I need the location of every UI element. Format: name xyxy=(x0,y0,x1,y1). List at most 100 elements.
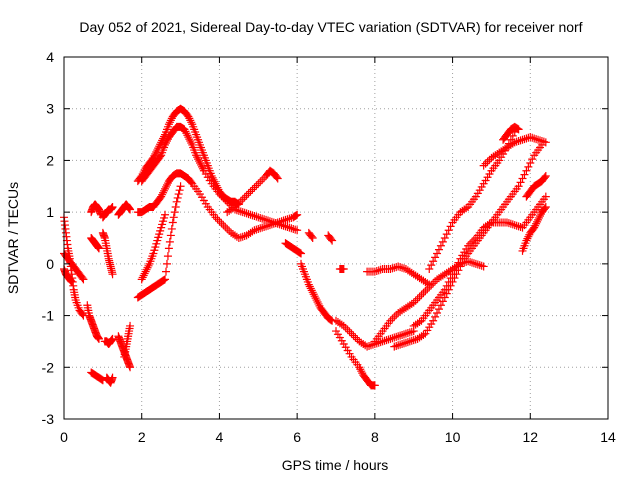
data-point xyxy=(170,208,179,217)
data-point xyxy=(273,174,282,183)
data-point xyxy=(405,328,414,337)
data-point xyxy=(187,118,196,127)
data-point xyxy=(260,223,269,232)
data-point xyxy=(307,286,316,295)
data-point xyxy=(184,112,193,121)
data-point xyxy=(390,312,399,321)
data-point xyxy=(262,215,271,224)
data-point xyxy=(479,161,488,170)
data-point xyxy=(398,340,407,349)
data-point xyxy=(182,129,191,138)
series-AG xyxy=(479,133,550,170)
data-point xyxy=(421,287,430,296)
data-point xyxy=(532,219,541,228)
data-point xyxy=(534,215,543,224)
data-point xyxy=(477,261,486,270)
data-point xyxy=(427,261,436,270)
data-point xyxy=(275,220,284,229)
data-point xyxy=(356,365,365,374)
data-point xyxy=(434,245,443,254)
data-point xyxy=(246,210,255,219)
data-point xyxy=(539,137,548,146)
x-tick-label: 4 xyxy=(216,429,224,445)
data-point xyxy=(423,285,432,294)
data-point xyxy=(446,274,455,283)
data-point xyxy=(357,367,366,376)
data-point xyxy=(429,257,438,266)
data-point xyxy=(252,181,261,190)
data-point xyxy=(295,248,304,257)
data-point xyxy=(442,281,451,290)
data-point xyxy=(254,224,263,233)
data-point xyxy=(481,159,490,168)
data-point xyxy=(213,215,222,224)
data-point xyxy=(207,171,216,180)
data-point xyxy=(339,321,348,330)
data-point xyxy=(175,186,184,195)
x-tick-label: 6 xyxy=(293,429,301,445)
data-point xyxy=(252,225,261,234)
data-point xyxy=(156,152,165,161)
data-point xyxy=(297,249,306,258)
data-point xyxy=(468,258,476,267)
data-point xyxy=(514,125,523,134)
data-point xyxy=(452,262,461,271)
y-tick-label: 4 xyxy=(46,49,54,65)
data-point xyxy=(244,210,253,219)
data-point xyxy=(533,217,542,226)
data-point xyxy=(258,214,267,223)
data-point xyxy=(343,325,352,334)
data-point xyxy=(469,259,478,268)
data-point xyxy=(250,226,259,235)
data-point xyxy=(400,264,408,273)
data-point xyxy=(372,266,381,275)
data-point xyxy=(219,221,228,230)
data-point xyxy=(376,265,385,274)
data-point xyxy=(230,202,239,211)
axis-ticks xyxy=(63,56,609,420)
data-point xyxy=(407,327,416,336)
data-point xyxy=(281,222,290,231)
data-point xyxy=(442,230,451,239)
data-point xyxy=(292,211,301,220)
data-point xyxy=(166,116,175,125)
x-tick-label: 2 xyxy=(138,429,146,445)
data-point xyxy=(520,170,529,179)
data-point xyxy=(223,197,232,206)
data-point xyxy=(514,137,523,146)
data-point xyxy=(196,160,205,169)
data-point xyxy=(234,206,243,215)
series-AJ xyxy=(522,171,550,201)
data-point xyxy=(293,210,302,219)
data-point xyxy=(176,182,185,191)
data-point xyxy=(283,223,292,232)
data-point xyxy=(285,223,294,232)
x-tick-label: 14 xyxy=(600,429,616,445)
data-point xyxy=(296,248,305,257)
data-point xyxy=(415,318,424,327)
data-point xyxy=(522,166,531,175)
series-AB xyxy=(363,262,434,289)
y-tick-label: -2 xyxy=(42,359,55,375)
data-point xyxy=(152,148,161,157)
data-point xyxy=(483,157,492,166)
data-point xyxy=(366,341,375,350)
data-point xyxy=(94,244,103,253)
data-point xyxy=(308,234,317,242)
data-point xyxy=(468,237,476,246)
data-point xyxy=(312,296,321,305)
data-point xyxy=(186,116,195,125)
data-point xyxy=(448,270,457,279)
data-point xyxy=(291,225,300,234)
y-tick-label: 2 xyxy=(46,152,54,168)
data-point xyxy=(531,221,540,230)
series-X xyxy=(324,231,337,245)
chart-title: Day 052 of 2021, Sidereal Day-to-day VTE… xyxy=(79,19,582,35)
data-point xyxy=(532,135,541,144)
data-point xyxy=(417,290,426,299)
data-point xyxy=(260,215,269,224)
data-point xyxy=(165,118,174,127)
series-Z xyxy=(332,316,418,351)
data-point xyxy=(450,266,459,275)
data-point xyxy=(236,233,245,242)
